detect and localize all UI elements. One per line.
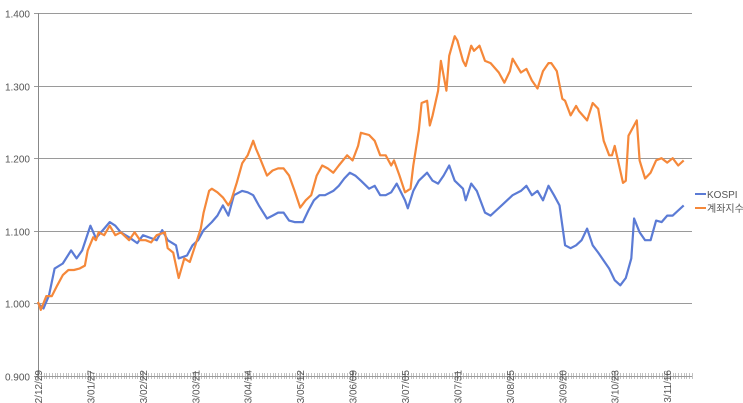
legend: KOSPI 계좌지수	[695, 190, 743, 215]
x-tick-label: 23/08/25	[506, 370, 517, 403]
x-tick-label: 23/05/12	[296, 370, 307, 403]
legend-label: KOSPI	[707, 190, 738, 201]
y-tick-label: 0.900	[5, 373, 30, 384]
x-tick-label: 23/09/20	[558, 370, 569, 403]
x-tick-label: 23/02/22	[139, 370, 150, 403]
y-tick-label: 1.400	[5, 10, 30, 21]
x-tick-label: 23/11/16	[663, 370, 674, 403]
x-tick-label: 23/07/31	[453, 370, 464, 403]
x-axis: 22/12/29 23/01/27 23/02/22 23/03/21 23/04/14…	[34, 13, 693, 403]
x-tick-label: 23/10/23	[611, 370, 622, 403]
x-tick-label: 23/06/09	[349, 370, 360, 403]
y-tick-label: 1.100	[5, 228, 30, 239]
x-tick-label: 23/01/27	[86, 370, 97, 403]
series-lines	[36, 35, 685, 311]
x-tick-label: 23/04/14	[244, 370, 255, 403]
y-tick-label: 1.200	[5, 155, 30, 166]
series-line-account-index	[36, 35, 685, 311]
y-tick-label: 1.300	[5, 83, 30, 94]
legend-label: 계좌지수	[707, 203, 743, 215]
x-tick-label: 23/07/05	[401, 370, 412, 403]
x-tick-label: 23/03/21	[191, 370, 202, 403]
gridlines	[34, 13, 692, 377]
y-axis-ticks: 0.900 1.000 1.100 1.200 1.300 1.400	[5, 10, 30, 384]
x-tick-label: 22/12/29	[34, 370, 45, 403]
y-tick-label: 1.000	[5, 300, 30, 311]
series-line-kospi	[37, 164, 685, 310]
